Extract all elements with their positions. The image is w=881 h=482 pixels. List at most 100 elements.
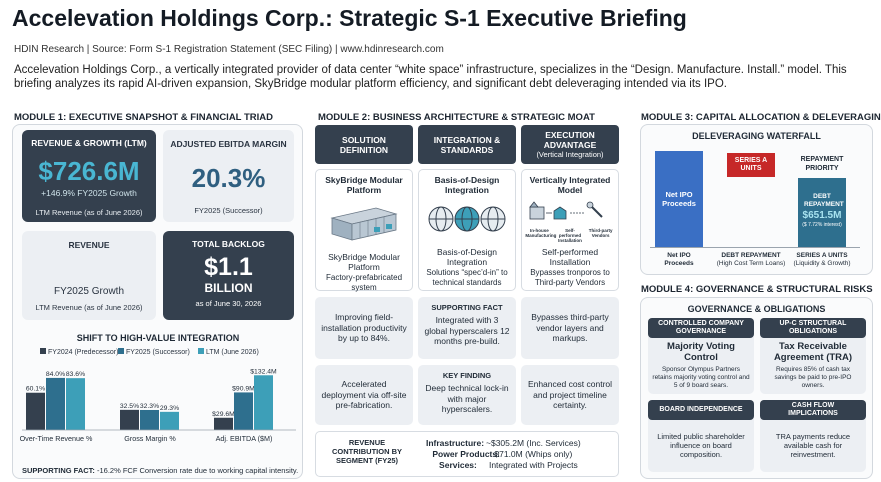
revenue-growth-title: REVENUE & GROWTH (LTM)	[31, 138, 147, 148]
bar-data-label: 84.0%	[46, 371, 65, 378]
fact-text: Bypasses third-party vendor layers and m…	[531, 312, 609, 344]
governance-item-text: Limited public shareholder influence on …	[657, 432, 745, 459]
column-desc2: Factory-prefabricated system	[325, 273, 403, 292]
waterfall-bar-debt: DEBT REPAYMENT $651.5M ($ 7.72% interest…	[798, 178, 846, 247]
segment-name: Services:	[439, 460, 477, 470]
chart-title: SHIFT TO HIGH-VALUE INTEGRATION	[76, 333, 240, 343]
segment-value: Integrated with Projects	[488, 460, 578, 470]
axis-line: (Liquidity & Growth)	[793, 260, 851, 267]
segment-contribution: REVENUE CONTRIBUTION BY SEGMENT (FY25) I…	[315, 431, 619, 477]
fact-text: Integrated with 3 global hyperscalers 12…	[424, 315, 510, 346]
ebitda-card: ADJUSTED EBITDA MARGIN 20.3% FY2025 (Suc…	[163, 130, 294, 222]
header-line: INTEGRATION &	[433, 134, 501, 145]
bar-data-label: $90.9M	[232, 385, 255, 392]
header-line: EXECUTION	[545, 130, 595, 140]
bar-value: $651.5M	[802, 210, 842, 221]
backlog-title: TOTAL BACKLOG	[192, 239, 265, 249]
waterfall-bar-ipo: Net IPO Proceeds	[655, 151, 703, 247]
governance-item-head: CASH FLOW IMPLICATIONS	[760, 400, 866, 420]
axis-line: (High Cost Term Loans)	[716, 260, 786, 267]
bar-label: Net IPO Proceeds	[662, 190, 696, 208]
axis-line: Net IPO	[667, 252, 691, 259]
bar-data-label: 32.5%	[120, 403, 139, 410]
waterfall-axis-label: Net IPO Proceeds	[648, 252, 710, 268]
backlog-card: TOTAL BACKLOG $1.1 BILLION as of June 30…	[163, 231, 294, 320]
governance-item-head: UP-C STRUCTURAL OBLIGATIONS	[760, 318, 866, 338]
chart-bar	[26, 392, 45, 430]
legend-swatch	[40, 348, 46, 354]
module2-title: MODULE 2: BUSINESS ARCHITECTURE & STRATE…	[318, 112, 595, 123]
head-line: OBLIGATIONS	[788, 328, 838, 335]
head-line: BOARD INDEPENDENCE	[659, 406, 743, 413]
vertical-integration-icons	[529, 201, 603, 220]
segment-name: Power Products:	[432, 449, 500, 459]
bar-data-label: 60.1%	[26, 386, 45, 393]
bar-data-label: 32.3%	[140, 403, 159, 410]
fact-card: Bypasses third-party vendor layers and m…	[521, 297, 619, 359]
integration-bar-chart: FY2024 (Predecessor) FY2025 (Successor) LT…	[20, 348, 296, 443]
legend-label: LTM (June 2026)	[206, 349, 259, 356]
vi-icon-label: Third-party Vendors	[588, 228, 613, 238]
revenue-growth-note: LTM Revenue (as of June 2026)	[35, 208, 143, 217]
ebitda-value: 20.3%	[191, 163, 266, 193]
backlog-note: as of June 30, 2026	[195, 299, 262, 308]
chart-bar	[214, 417, 233, 430]
segment-row: Power Products:$71.0M (Whips only)	[424, 449, 581, 460]
column-desc2: Solutions “spec’d-in” to technical stand…	[426, 268, 508, 287]
segment-name: Infrastructure:	[425, 438, 485, 448]
governance-item-head: CONTROLLED COMPANY GOVERNANCE	[648, 318, 754, 338]
header-integration-standards: INTEGRATION & STANDARDS	[418, 125, 516, 164]
revenue-card-growth: FY2025 Growth	[53, 286, 125, 297]
governance-item-title: Tax Receivable Agreement (TRA)	[773, 341, 853, 363]
axis-line: SERIES A UNITS	[796, 252, 848, 259]
revenue-growth-card: REVENUE & GROWTH (LTM) $726.6M +146.9% F…	[22, 130, 156, 222]
page-subtitle: HDIN Research | Source: Form S-1 Registr…	[14, 44, 444, 55]
column-desc1: SkyBridge Modular Platform	[328, 252, 400, 272]
header-line: ADVANTAGE	[543, 140, 597, 150]
finding-card: Enhanced cost control and project timeli…	[521, 365, 619, 425]
chart-bar	[140, 409, 159, 430]
ebitda-title: ADJUSTED EBITDA MARGIN	[170, 139, 287, 149]
head-line: IMPLICATIONS	[788, 410, 838, 417]
header-line: (Vertical Integration)	[536, 150, 604, 159]
bar-data-label: $29.6M	[212, 411, 235, 418]
chart-bar	[120, 409, 139, 430]
governance-item-head: BOARD INDEPENDENCE	[648, 400, 754, 420]
header-line: SOLUTION	[342, 134, 386, 145]
category-label: Gross Margin %	[124, 434, 176, 443]
finding-text: Deep technical lock-in with major hypers…	[425, 383, 509, 414]
governance-item: UP-C STRUCTURAL OBLIGATIONS Tax Receivab…	[760, 318, 866, 394]
column-title: SkyBridge Modular Platform	[325, 175, 403, 195]
bar-label: DEBT REPAYMENT	[804, 193, 844, 208]
chart-bar	[160, 411, 179, 430]
fact-card: SUPPORTING FACT Integrated with 3 global…	[418, 297, 516, 359]
legend-swatch	[118, 348, 124, 354]
category-label: Over-Time Revenue %	[20, 434, 93, 443]
governance-item: BOARD INDEPENDENCE Limited public shareh…	[648, 400, 754, 472]
waterfall-title: DELEVERAGING WATERFALL	[692, 131, 821, 141]
governance-title: GOVERNANCE & OBLIGATIONS	[687, 304, 826, 314]
head-line: UP-C STRUCTURAL	[779, 320, 847, 327]
backlog-unit: BILLION	[204, 281, 253, 295]
vi-icon-label: In-house Manufacturing	[525, 228, 557, 238]
revenue-value: $726.6M	[38, 156, 140, 186]
header-line: STANDARDS	[440, 144, 494, 155]
module1-footer: SUPPORTING FACT: -16.2% FCF Conversion r…	[22, 466, 298, 475]
finding-text: Enhanced cost control and project timeli…	[527, 379, 613, 411]
chart-bar	[66, 378, 85, 430]
bar-note: ($ 7.72% interest)	[802, 222, 842, 228]
column-desc1: Basis-of-Design Integration	[437, 247, 497, 267]
segment-value: ~$305.2M (Inc. Services)	[486, 438, 581, 448]
waterfall-bar-series-a: SERIES A UNITS	[727, 153, 775, 177]
vi-icon-labels: In-house Manufacturing Self-performed In…	[522, 228, 618, 243]
footer-label: SUPPORTING FACT:	[22, 466, 95, 475]
head-line: CONTROLLED COMPANY	[658, 320, 744, 327]
column-vertical-integration: Vertically Integrated Model In-house Man…	[521, 169, 619, 291]
chart-bar	[234, 392, 253, 430]
header-line: DEFINITION	[339, 144, 389, 155]
waterfall-baseline	[650, 247, 860, 248]
legend-label: FY2025 (Successor)	[126, 349, 190, 356]
waterfall-axis-label: DEBT REPAYMENT (High Cost Term Loans)	[712, 252, 790, 268]
column-title: Vertically Integrated Model	[529, 175, 611, 195]
segment-row: Infrastructure: ~$305.2M (Inc. Services)	[424, 438, 581, 449]
